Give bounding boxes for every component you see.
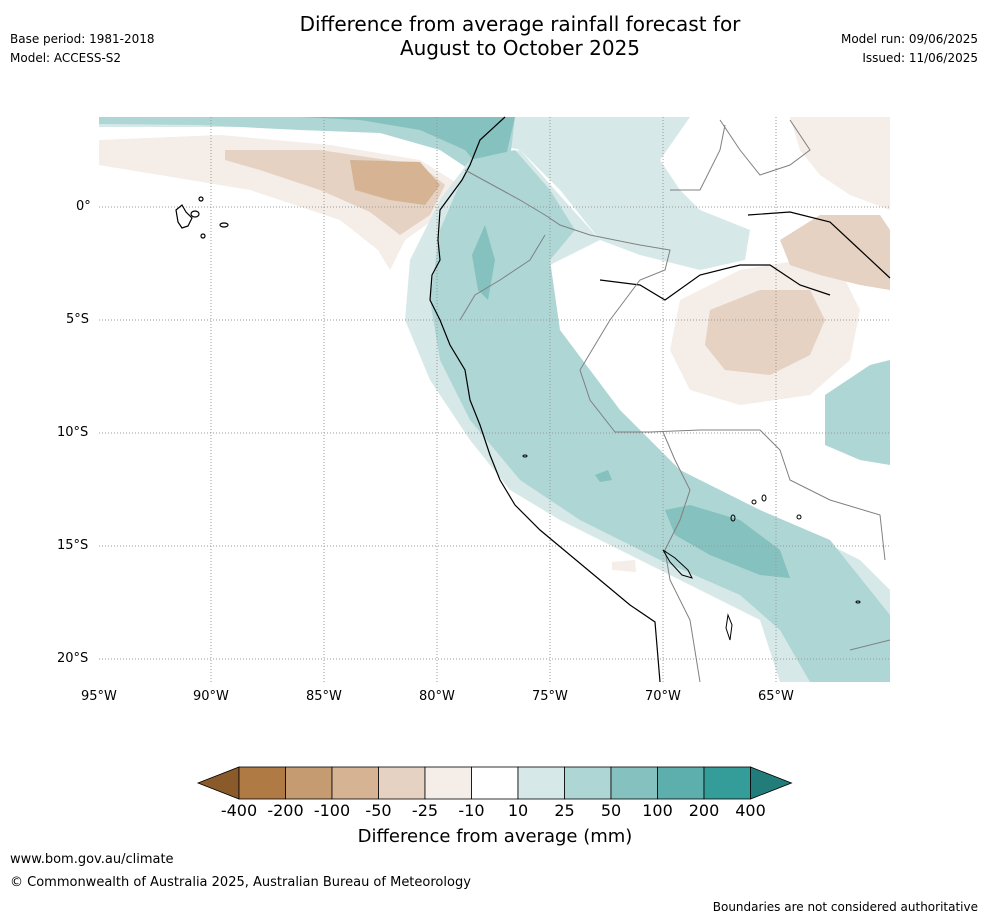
colorbar-tick-label: 25 xyxy=(554,801,575,820)
galapagos-islands xyxy=(175,196,229,239)
contour-northeast-brown xyxy=(780,215,890,290)
lon-tick-70w: 70°W xyxy=(645,689,681,704)
colorbar-tick-label: -400 xyxy=(220,801,258,820)
contour-small-brown xyxy=(612,560,636,572)
colorbar-tick-label: -200 xyxy=(267,801,304,820)
colorbar-swatch xyxy=(424,766,472,800)
map-contours xyxy=(99,117,890,682)
colorbar-swatch xyxy=(517,766,565,800)
colorbar-tick-label: -100 xyxy=(313,801,351,820)
model-label: Model: ACCESS-S2 xyxy=(10,51,122,65)
colorbar-swatch xyxy=(564,766,612,800)
issued-label: Issued: 11/06/2025 xyxy=(862,51,978,65)
colorbar-swatch xyxy=(471,766,519,800)
colorbar-swatch xyxy=(331,766,379,800)
contour-coast-dark-teal-1 xyxy=(472,225,495,300)
lat-tick-0: 0° xyxy=(76,199,91,214)
model-run-label: Model run: 09/06/2025 xyxy=(840,32,978,46)
lat-tick-5s: 5°S xyxy=(66,312,90,327)
footer-copyright: © Commonwealth of Australia 2025, Austra… xyxy=(10,875,471,890)
colorbar-swatches xyxy=(196,766,793,800)
lakes xyxy=(522,454,861,641)
colorbar-swatch xyxy=(657,766,705,800)
lon-tick-85w: 85°W xyxy=(306,689,342,704)
coastline xyxy=(429,116,661,683)
colorbar-swatch xyxy=(703,766,751,800)
colorbar-swatch xyxy=(378,766,426,800)
contour-north-dark-teal xyxy=(300,117,515,168)
lon-tick-90w: 90°W xyxy=(193,689,229,704)
colorbar-tick-label: -50 xyxy=(365,801,392,820)
colorbar-tick-label: -10 xyxy=(458,801,485,820)
colorbar-tick-label: 100 xyxy=(642,801,673,820)
lon-tick-80w: 80°W xyxy=(419,689,455,704)
colorbar-swatch xyxy=(610,766,658,800)
colorbar-tick-label: -25 xyxy=(411,801,439,820)
colorbar-tick-label: 200 xyxy=(688,801,720,820)
contour-north-teal xyxy=(99,117,515,170)
country-borders xyxy=(459,119,891,683)
contour-east-teal xyxy=(825,360,890,465)
lon-tick-75w: 75°W xyxy=(532,689,568,704)
colorbar-tick-label: 50 xyxy=(600,801,622,820)
lat-tick-10s: 10°S xyxy=(57,425,89,440)
lat-tick-20s: 20°S xyxy=(57,651,89,666)
lon-tick-95w: 95°W xyxy=(81,689,117,704)
lat-tick-15s: 15°S xyxy=(57,538,89,553)
base-period-label: Base period: 1981-2018 xyxy=(10,32,155,46)
colorbar-extend-high xyxy=(750,766,793,800)
colorbar-swatch xyxy=(285,766,333,800)
lon-tick-65w: 65°W xyxy=(758,689,794,704)
title-line-2: August to October 2025 xyxy=(399,36,641,60)
contour-northeast-light-brown xyxy=(790,117,890,210)
colorbar-extend-low xyxy=(196,766,240,800)
gridlines xyxy=(99,117,890,682)
colorbar-tick-label: 10 xyxy=(507,801,529,820)
colorbar-swatch xyxy=(238,766,286,800)
colorbar-title: Difference from average (mm) xyxy=(357,826,633,847)
footer-disclaimer: Boundaries are not considered authoritat… xyxy=(712,900,978,914)
contour-inland-brown xyxy=(705,290,825,375)
colorbar-tick-label: 400 xyxy=(735,801,766,820)
contour-coast-dark-teal-2 xyxy=(665,505,790,578)
footer-url: www.bom.gov.au/climate xyxy=(10,852,174,867)
amazon-coast xyxy=(599,211,891,301)
contour-offshore-dark-brown xyxy=(350,160,440,205)
map-title: Difference from average rainfall forecas… xyxy=(240,12,800,60)
contour-north-light-teal xyxy=(99,117,750,270)
contour-coast-dark-teal-3 xyxy=(595,470,612,482)
title-line-1: Difference from average rainfall forecas… xyxy=(299,12,741,36)
